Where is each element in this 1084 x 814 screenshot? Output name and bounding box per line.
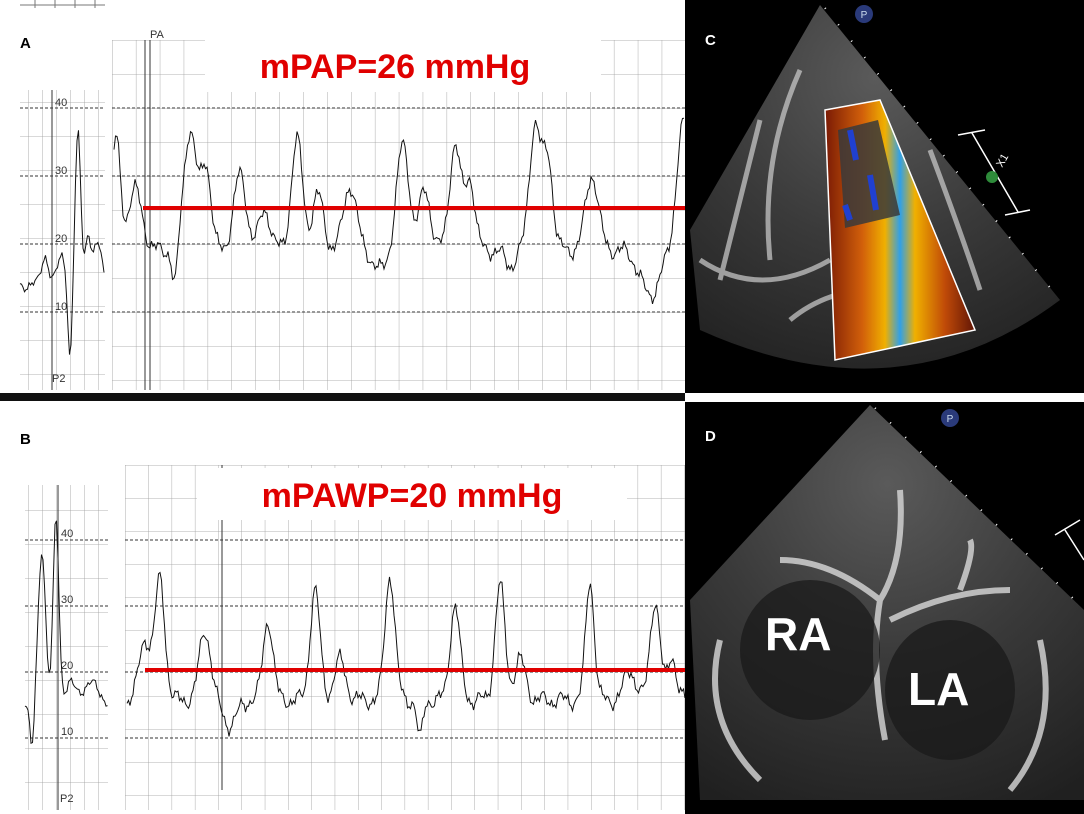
panel-label: B [20, 431, 31, 448]
scale-label: 40 [61, 528, 73, 540]
scale-label: 30 [55, 165, 67, 177]
pressure-trace [113, 117, 685, 305]
pressure-trace [126, 571, 686, 737]
strip-grid [20, 90, 105, 390]
scale-label: 10 [61, 726, 73, 738]
top-ticks [20, 0, 105, 8]
marker-icon [855, 5, 873, 23]
doppler-spot [842, 129, 879, 221]
chamber-label: RA [765, 608, 831, 660]
trace-grid [125, 465, 685, 810]
scale-label: 30 [61, 594, 73, 606]
panel-d: P D RA LA [685, 402, 1084, 814]
panel-a: A PA 40 30 20 10 P2 mPAP=26 mmHg [19, 0, 685, 390]
depth-dots [824, 7, 1061, 301]
panel-c: X1 P C [685, 0, 1084, 393]
chamber-cavity [885, 620, 1015, 760]
annotation-box [197, 468, 627, 520]
scale-label: 10 [55, 301, 67, 313]
trace-grid [112, 40, 685, 390]
marker: P [861, 10, 868, 21]
strip-label: P2 [52, 373, 65, 385]
marker: P [947, 414, 954, 425]
trace-label: PA [150, 29, 165, 41]
strip-dash [20, 107, 105, 313]
chamber-label: LA [908, 663, 969, 715]
doppler-outline [824, 99, 977, 361]
scale-label: 20 [61, 660, 73, 672]
chamber-cavity [740, 580, 880, 720]
marker-icon [941, 409, 959, 427]
pressure-trace [24, 520, 108, 745]
trace-dash [125, 539, 685, 739]
divider [0, 393, 685, 401]
annotation: mPAP=26 mmHg [260, 48, 531, 86]
trace-dash [112, 107, 685, 313]
annotation: mPAWP=20 mmHg [262, 477, 563, 515]
scale-label: 40 [55, 97, 67, 109]
scale-label: 20 [55, 233, 67, 245]
panel-b: B 40 30 20 10 P2 mPAWP=20 mmHg [20, 431, 686, 810]
strip-dash [25, 539, 108, 739]
scale-handle [986, 171, 998, 183]
panel-label: D [705, 428, 716, 445]
annotation-box [205, 40, 601, 92]
strip-label: P2 [60, 793, 73, 805]
panel-label: A [20, 35, 31, 52]
panel-label: C [705, 32, 716, 49]
strip-grid [25, 485, 108, 810]
marker-line [144, 40, 151, 390]
scale-bar [1054, 519, 1084, 561]
pressure-trace [19, 130, 105, 355]
scale-label: X1 [994, 152, 1011, 170]
